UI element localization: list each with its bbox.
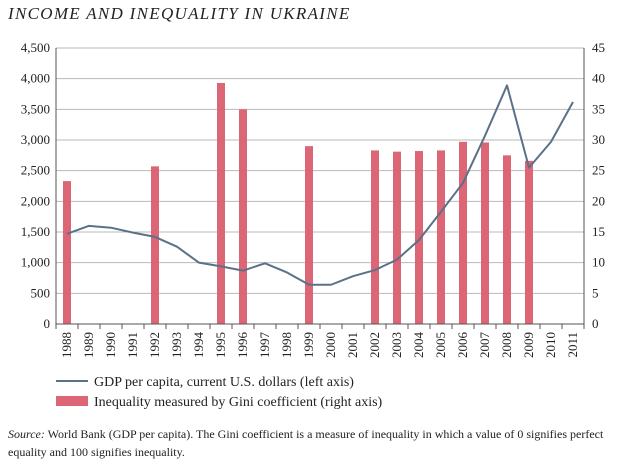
left-axis-tick-label: 500	[31, 285, 51, 300]
right-axis-tick-label: 45	[592, 40, 605, 55]
left-axis-tick-label: 4,500	[21, 40, 50, 55]
x-tick-label: 2002	[367, 332, 382, 358]
gini-bar	[437, 150, 445, 324]
x-tick-label: 2011	[565, 332, 580, 358]
left-axis-ticks: 0 500 1,000 1,500 2,000 2,500 3,000 3,500 4,000 4…	[21, 40, 50, 331]
right-axis-tick-label: 40	[592, 71, 605, 86]
x-tick-label: 2004	[411, 332, 426, 359]
x-tick-label: 1992	[147, 332, 162, 358]
left-axis-tick-label: 1,000	[21, 255, 50, 270]
right-axis-tick-label: 5	[592, 285, 599, 300]
x-tick-label: 1988	[59, 332, 74, 358]
x-tick-label: 1993	[169, 332, 184, 358]
gini-bar	[151, 166, 159, 324]
x-tick-label: 1989	[81, 332, 96, 358]
gini-bar	[503, 155, 511, 324]
left-axis-tick-label: 2,000	[21, 193, 50, 208]
axes	[55, 48, 585, 329]
x-tick-label: 2001	[345, 332, 360, 358]
x-tick-label: 1999	[301, 332, 316, 358]
x-tick-label: 1990	[103, 332, 118, 358]
x-tick-label: 2010	[543, 332, 558, 358]
right-axis-tick-label: 10	[592, 255, 605, 270]
chart-title: INCOME AND INEQUALITY IN UKRAINE	[8, 4, 351, 23]
right-axis-tick-label: 15	[592, 224, 605, 239]
gdp-line-series	[66, 84, 574, 286]
legend-label-gdp: GDP per capita, current U.S. dollars (le…	[94, 375, 354, 390]
x-axis-ticks: 1988 1989 1990 1991 1992 1993 1994 1995 1996 1997…	[59, 332, 580, 359]
x-tick-label: 2007	[477, 332, 492, 359]
right-axis-tick-label: 20	[592, 193, 605, 208]
source-text: World Bank (GDP per capita). The Gini co…	[8, 427, 604, 459]
gini-bar	[415, 151, 423, 324]
gini-bar	[481, 142, 489, 324]
source-label: Source:	[8, 427, 45, 441]
right-axis-tick-label: 35	[592, 101, 605, 116]
x-tick-label: 2008	[499, 332, 514, 358]
x-tick-label: 2000	[323, 332, 338, 358]
left-axis-tick-label: 1,500	[21, 224, 50, 239]
gini-bar	[63, 181, 71, 324]
gini-bar	[239, 109, 247, 324]
gini-bar	[393, 151, 401, 324]
legend-label-gini: Inequality measured by Gini coefficient …	[94, 395, 383, 410]
x-tick-label: 1997	[257, 332, 272, 359]
gdp-line	[66, 84, 574, 286]
x-tick-label: 2009	[521, 332, 536, 358]
gini-bars	[63, 82, 533, 325]
left-axis-tick-label: 4,000	[21, 71, 50, 86]
left-axis-tick-label: 3,000	[21, 132, 50, 147]
legend: GDP per capita, current U.S. dollars (le…	[56, 375, 383, 410]
right-axis-ticks: 0 5 10 15 20 25 30 35 40 45	[592, 40, 605, 331]
gini-bar	[371, 150, 379, 324]
x-tick-label: 1998	[279, 332, 294, 358]
source-note: Source: World Bank (GDP per capita). The…	[8, 425, 620, 461]
gini-bar	[459, 141, 467, 324]
x-tick-label: 1995	[213, 332, 228, 358]
x-tick-label: 2005	[433, 332, 448, 358]
x-tick-label: 1994	[191, 332, 206, 359]
x-tick-label: 1991	[125, 332, 140, 358]
right-axis-tick-label: 0	[592, 316, 599, 331]
gini-bar	[217, 82, 225, 325]
left-axis-tick-label: 2,500	[21, 163, 50, 178]
gini-bar	[305, 146, 313, 324]
gini-bar	[525, 160, 533, 324]
left-axis-tick-label: 0	[44, 316, 51, 331]
legend-swatch-gini	[56, 396, 88, 406]
right-axis-tick-label: 30	[592, 132, 605, 147]
x-tick-label: 2003	[389, 332, 404, 358]
right-axis-tick-label: 25	[592, 163, 605, 178]
x-tick-label: 2006	[455, 332, 470, 359]
left-axis-tick-label: 3,500	[21, 101, 50, 116]
x-tick-label: 1996	[235, 332, 250, 359]
chart: 0 500 1,000 1,500 2,000 2,500 3,000 3,500 4,000 4…	[21, 40, 605, 410]
